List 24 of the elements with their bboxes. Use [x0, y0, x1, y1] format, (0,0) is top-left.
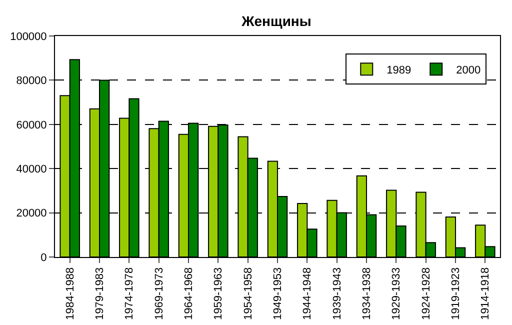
y-tick-label: 80000 [16, 75, 47, 88]
x-tick-label: 1984-1988 [64, 267, 76, 320]
legend-label: 1989 [386, 64, 412, 76]
x-tick-label: 1944-1948 [302, 267, 314, 320]
y-tick-label: 0 [40, 252, 47, 264]
y-tick-label: 60000 [16, 119, 47, 132]
x-tick-label: 1959-1963 [212, 267, 225, 320]
x-tick-label: 1939-1943 [331, 267, 344, 320]
chart-title: Женщины [240, 13, 312, 30]
y-tick-label: 100000 [10, 30, 47, 43]
x-tick-label: 1954-1958 [242, 267, 254, 320]
x-tick-label: 1969-1973 [153, 267, 166, 320]
x-tick-label: 1934-1938 [361, 267, 374, 320]
legend-label: 2000 [456, 64, 481, 76]
x-tick-label: 1914-1918 [480, 267, 492, 320]
x-tick-label: 1979-1983 [94, 267, 106, 320]
y-tick-label: 20000 [16, 208, 47, 220]
x-tick-label: 1974-1978 [124, 267, 136, 320]
x-tick-label: 1929-1933 [390, 267, 403, 320]
x-tick-label: 1964-1968 [183, 267, 196, 320]
x-tick-label: 1949-1953 [272, 267, 284, 320]
x-tick-label: 1919-1923 [450, 267, 462, 320]
y-tick-label: 40000 [16, 163, 47, 176]
x-tick-label: 1924-1928 [420, 267, 432, 320]
